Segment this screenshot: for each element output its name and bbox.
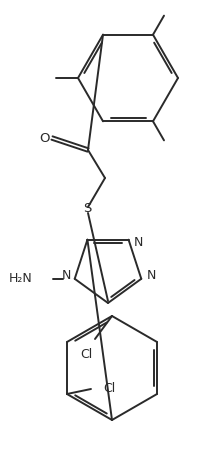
Text: N: N: [147, 269, 156, 282]
Text: S: S: [83, 202, 91, 214]
Text: H₂N: H₂N: [9, 272, 33, 285]
Text: Cl: Cl: [103, 383, 115, 395]
Text: O: O: [39, 131, 49, 145]
Text: Cl: Cl: [80, 348, 92, 360]
Text: N: N: [62, 269, 71, 282]
Text: N: N: [134, 236, 143, 249]
